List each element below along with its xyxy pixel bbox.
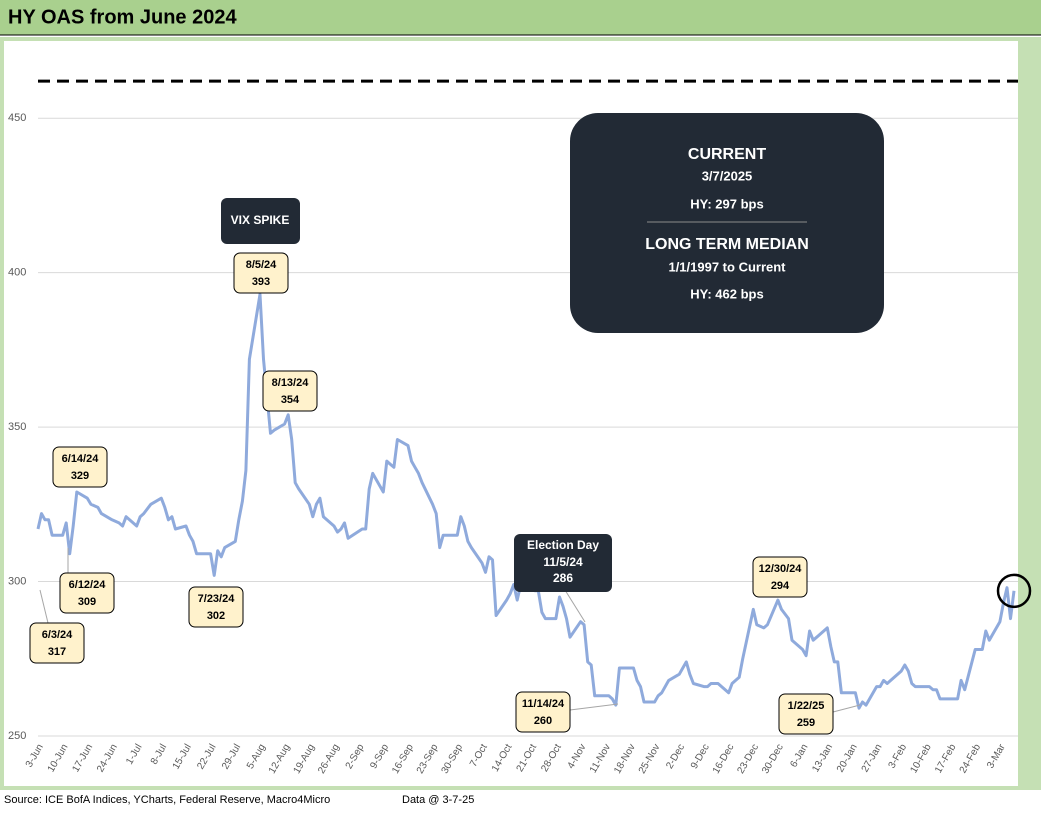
- callout-value: 354: [281, 394, 300, 406]
- info-value: HY: 462 bps: [690, 286, 763, 301]
- leader-line: [569, 703, 619, 711]
- callout-value: 294: [771, 580, 790, 592]
- callout-date: 8/13/24: [272, 377, 310, 389]
- election-date: 11/5/24: [543, 555, 583, 569]
- callout-value: 259: [797, 717, 815, 729]
- callout-date: 11/14/24: [522, 698, 565, 710]
- callout-value: 302: [207, 610, 225, 622]
- election-title: Election Day: [527, 538, 599, 552]
- header-band: [0, 0, 1041, 35]
- y-tick-label: 400: [8, 267, 26, 279]
- callout-value: 329: [71, 470, 89, 482]
- callout-value: 260: [534, 715, 552, 727]
- leader-line: [832, 704, 861, 713]
- callout-value: 393: [252, 276, 270, 288]
- callout-value: 317: [48, 646, 66, 658]
- callout-box: [233, 252, 289, 294]
- info-date: 3/7/2025: [702, 168, 753, 183]
- vix-box: [221, 198, 300, 244]
- info-heading: LONG TERM MEDIAN: [645, 236, 809, 253]
- info-box: [570, 113, 884, 333]
- callout-date: 6/14/24: [62, 453, 100, 465]
- callout-box: [778, 693, 834, 735]
- callout-box: [752, 556, 808, 598]
- y-tick-label: 350: [8, 421, 26, 433]
- data-date-note: Data @ 3-7-25: [402, 794, 474, 806]
- source-note: Source: ICE BofA Indices, YCharts, Feder…: [4, 794, 330, 806]
- chart-title: HY OAS from June 2024: [8, 6, 237, 28]
- callout-box: [515, 691, 571, 733]
- leader-line: [564, 589, 586, 623]
- callout-date: 6/12/24: [69, 579, 107, 591]
- callout-value: 309: [78, 596, 96, 608]
- info-value: HY: 297 bps: [690, 196, 763, 211]
- marks: 6/3/24 317 6/12/24 309 6/14/24 329 7/23/24 302 8…: [29, 79, 1032, 735]
- callout-date: 7/23/24: [198, 593, 236, 605]
- callout-box: [29, 622, 85, 664]
- leader-line: [39, 589, 49, 624]
- current-marker: [996, 573, 1032, 609]
- callout-box: [59, 572, 115, 614]
- callout-box: [188, 586, 244, 628]
- y-tick-label: 450: [8, 112, 26, 124]
- election-box: [514, 534, 612, 592]
- callout-date: 1/22/25: [788, 700, 825, 712]
- callout-box: [52, 446, 108, 488]
- callout-box: [262, 370, 318, 412]
- election-value: 286: [553, 571, 573, 585]
- info-heading: CURRENT: [688, 146, 766, 163]
- callout-date: 6/3/24: [42, 629, 73, 641]
- callout-date: 8/5/24: [246, 259, 277, 271]
- y-tick-label: 250: [8, 730, 26, 742]
- info-date: 1/1/1997 to Current: [668, 259, 786, 274]
- y-tick-label: 300: [8, 575, 26, 587]
- vix-label: VIX SPIKE: [231, 213, 290, 227]
- callout-date: 12/30/24: [759, 563, 803, 575]
